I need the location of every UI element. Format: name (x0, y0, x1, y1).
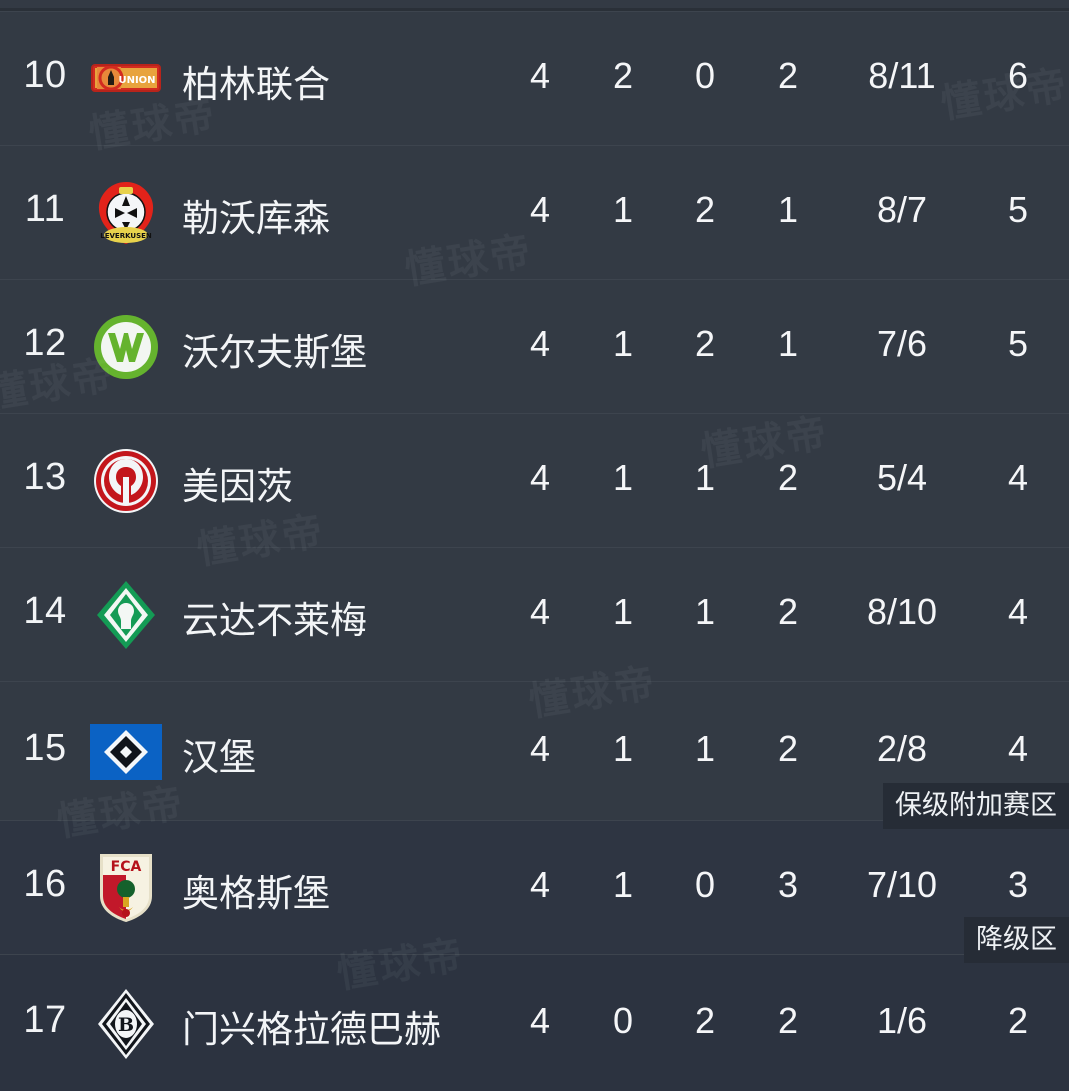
stat-drawn: 2 (694, 323, 716, 364)
stat-won: 1 (612, 457, 634, 498)
stat-drawn: 1 (694, 591, 716, 632)
table-row[interactable]: 11 LEVERKUSEN 勒沃库森 4 1 2 1 8/7 5 (0, 145, 1069, 279)
team-name[interactable]: 奥格斯堡 (182, 872, 330, 915)
stat-lost: 1 (777, 189, 799, 230)
row-divider (0, 8, 1069, 11)
stat-lost: 2 (777, 1000, 799, 1041)
table-row[interactable]: 17 B 门兴格拉德巴赫 4 0 2 2 1/6 2 (0, 954, 1069, 1091)
stat-points: 5 (1007, 323, 1029, 364)
stat-goals: 7/10 (866, 864, 938, 905)
mainz-logo (88, 443, 164, 519)
stat-lost: 2 (777, 728, 799, 769)
team-name[interactable]: 汉堡 (182, 736, 256, 779)
rank-cell: 14 (23, 590, 67, 632)
stat-played: 4 (529, 1000, 551, 1041)
stat-won: 1 (612, 591, 634, 632)
stat-goals: 8/7 (876, 189, 928, 230)
stat-goals: 8/10 (866, 591, 938, 632)
rank-cell: 15 (23, 727, 67, 769)
svg-text:UNION: UNION (118, 75, 155, 86)
rank-cell: 13 (23, 456, 67, 498)
union-berlin-logo: UNION (88, 41, 164, 117)
stat-played: 4 (529, 457, 551, 498)
stat-played: 4 (529, 55, 551, 96)
stat-points: 3 (1007, 864, 1029, 905)
table-row[interactable]: 10 UNION 柏林联合 4 2 0 2 8/11 6 (0, 11, 1069, 145)
stat-won: 0 (612, 1000, 634, 1041)
table-row[interactable]: 16 FCA 奥格斯堡 4 1 0 3 7/10 3 (0, 820, 1069, 954)
stat-lost: 2 (777, 55, 799, 96)
stat-drawn: 2 (694, 1000, 716, 1041)
stat-won: 2 (612, 55, 634, 96)
stat-won: 1 (612, 864, 634, 905)
stat-points: 6 (1007, 55, 1029, 96)
stat-played: 4 (529, 728, 551, 769)
table-row[interactable]: 12 沃尔夫斯堡 4 1 2 1 7/6 5 (0, 279, 1069, 413)
team-name[interactable]: 柏林联合 (182, 63, 330, 106)
stat-played: 4 (529, 591, 551, 632)
stat-played: 4 (529, 323, 551, 364)
rank-cell: 12 (23, 322, 67, 364)
rank-cell: 10 (23, 54, 67, 96)
stat-drawn: 1 (694, 728, 716, 769)
rank-cell: 11 (24, 188, 66, 230)
werder-bremen-logo (88, 577, 164, 653)
stat-lost: 3 (777, 864, 799, 905)
stat-points: 4 (1007, 728, 1029, 769)
svg-text:FCA: FCA (111, 859, 142, 875)
stat-drawn: 0 (694, 55, 716, 96)
table-row[interactable]: 13 美因茨 4 1 1 2 5/4 4 (0, 413, 1069, 547)
stat-won: 1 (612, 728, 634, 769)
partial-row-above (0, 0, 1069, 11)
hamburg-logo (88, 714, 164, 790)
stat-won: 1 (612, 323, 634, 364)
team-name[interactable]: 门兴格拉德巴赫 (182, 1008, 441, 1051)
svg-text:LEVERKUSEN: LEVERKUSEN (100, 232, 152, 240)
augsburg-logo: FCA (88, 850, 164, 926)
team-name[interactable]: 美因茨 (182, 465, 293, 508)
wolfsburg-logo (88, 309, 164, 385)
stat-points: 5 (1007, 189, 1029, 230)
stat-won: 1 (612, 189, 634, 230)
table-row[interactable]: 14 云达不莱梅 4 1 1 2 8/10 4 (0, 547, 1069, 681)
stat-goals: 7/6 (876, 323, 928, 364)
stat-lost: 2 (777, 591, 799, 632)
stat-lost: 1 (777, 323, 799, 364)
stat-played: 4 (529, 189, 551, 230)
stat-points: 4 (1007, 591, 1029, 632)
stat-played: 4 (529, 864, 551, 905)
zone-badge-relegation: 降级区 (964, 917, 1069, 963)
team-name[interactable]: 勒沃库森 (182, 197, 330, 240)
stat-lost: 2 (777, 457, 799, 498)
rank-cell: 17 (23, 999, 67, 1041)
svg-text:B: B (118, 1014, 134, 1036)
moenchengladbach-logo: B (88, 986, 164, 1062)
stat-drawn: 1 (694, 457, 716, 498)
team-name[interactable]: 沃尔夫斯堡 (182, 331, 367, 374)
leverkusen-logo: LEVERKUSEN (88, 175, 164, 251)
stat-drawn: 2 (694, 189, 716, 230)
stat-drawn: 0 (694, 864, 716, 905)
stat-goals: 2/8 (876, 728, 928, 769)
zone-badge-relegation-playoff: 保级附加赛区 (883, 783, 1069, 829)
rank-cell: 16 (23, 863, 67, 905)
stat-goals: 1/6 (876, 1000, 928, 1041)
stat-goals: 5/4 (876, 457, 928, 498)
stat-goals: 8/11 (868, 55, 936, 96)
stat-points: 2 (1007, 1000, 1029, 1041)
team-name[interactable]: 云达不莱梅 (182, 599, 367, 642)
stat-points: 4 (1007, 457, 1029, 498)
